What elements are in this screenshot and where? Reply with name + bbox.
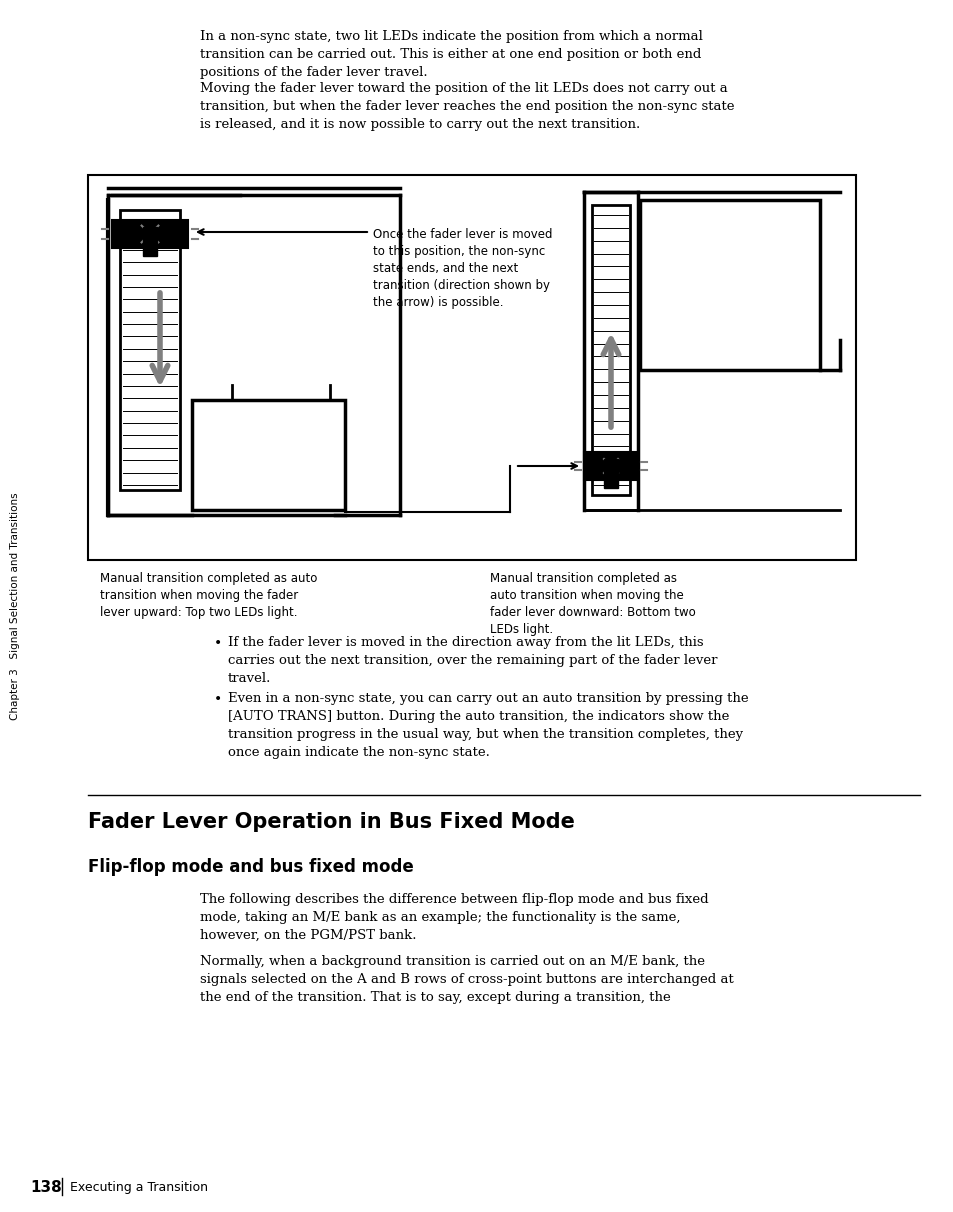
Text: Executing a Transition: Executing a Transition [70,1182,208,1195]
Text: Chapter 3   Signal Selection and Transitions: Chapter 3 Signal Selection and Transitio… [10,492,20,720]
Text: Manual transition completed as auto
transition when moving the fader
lever upwar: Manual transition completed as auto tran… [100,572,317,619]
Bar [88,175,855,560]
Text: Moving the fader lever toward the position of the lit LEDs does not carry out a
: Moving the fader lever toward the positi… [200,82,734,131]
Text: Manual transition completed as
auto transition when moving the
fader lever downw: Manual transition completed as auto tran… [490,572,695,636]
Bar [603,474,618,488]
Text: Fader Lever Operation in Bus Fixed Mode: Fader Lever Operation in Bus Fixed Mode [88,812,575,831]
Text: Even in a non-sync state, you can carry out an auto transition by pressing the
[: Even in a non-sync state, you can carry … [228,692,748,759]
Text: Normally, when a background transition is carried out on an M/E bank, the
signal: Normally, when a background transition i… [200,955,733,1004]
Text: The following describes the difference between flip-flop mode and bus fixed
mode: The following describes the difference b… [200,893,708,942]
Bar [143,242,157,256]
Bar [143,227,157,241]
Bar [120,210,180,490]
Text: •: • [213,636,222,650]
Bar [603,459,618,473]
Bar [639,200,820,370]
Text: In a non-sync state, two lit LEDs indicate the position from which a normal
tran: In a non-sync state, two lit LEDs indica… [200,30,702,79]
Bar [192,400,345,510]
Bar [592,205,629,494]
Bar [583,452,638,480]
Text: 138: 138 [30,1180,62,1195]
Text: •: • [213,692,222,707]
Text: Flip-flop mode and bus fixed mode: Flip-flop mode and bus fixed mode [88,858,414,876]
Text: If the fader lever is moved in the direction away from the lit LEDs, this
carrie: If the fader lever is moved in the direc… [228,636,717,685]
Text: Once the fader lever is moved
to this position, the non-sync
state ends, and the: Once the fader lever is moved to this po… [373,228,552,309]
Bar [112,221,188,248]
